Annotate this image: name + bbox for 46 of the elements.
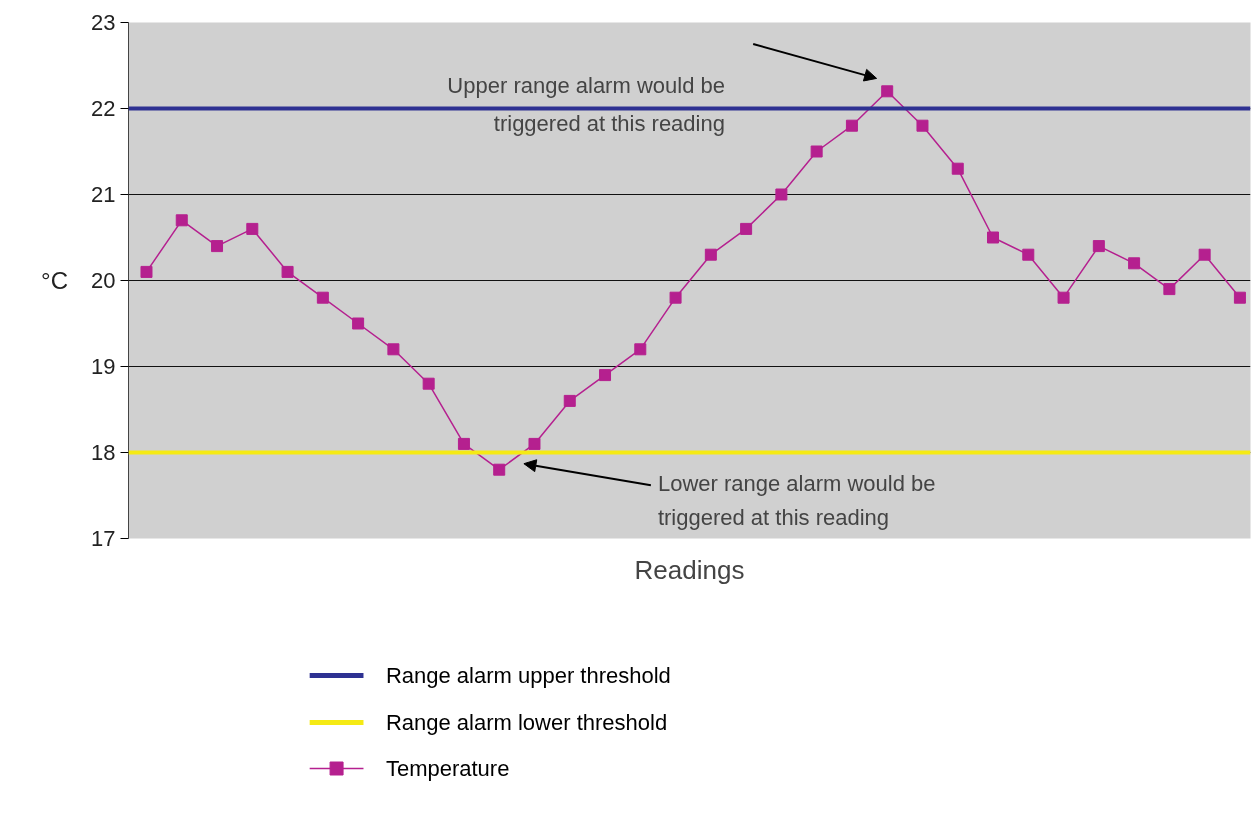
- annotation: Lower range alarm would be triggered at this reading: [657, 470, 936, 530]
- point: [175, 214, 188, 227]
- point: [1128, 257, 1141, 270]
- point: [387, 343, 400, 356]
- point: [493, 463, 506, 476]
- y-tick-label: 20: [91, 268, 116, 293]
- x-axis-title: Readings: [634, 554, 745, 585]
- point: [528, 437, 541, 450]
- point: [1163, 283, 1176, 296]
- point: [1233, 291, 1246, 304]
- point: [810, 145, 823, 158]
- y-axis-title: °C: [41, 267, 69, 294]
- annotation: Upper range alarm would be triggered at this reading: [447, 73, 725, 137]
- point: [1092, 240, 1105, 253]
- y-tick-label: 23: [91, 10, 116, 35]
- legend-label: Range alarm lower threshold: [385, 710, 668, 735]
- point: [634, 343, 647, 356]
- point: [422, 377, 435, 390]
- legend-label: Range alarm upper threshold: [385, 663, 671, 688]
- legend-label: Temperature: [385, 756, 510, 781]
- point: [669, 291, 682, 304]
- point: [211, 240, 224, 253]
- point: [1057, 291, 1070, 304]
- point: [563, 394, 576, 407]
- point: [599, 369, 612, 382]
- y-tick-label: 22: [91, 96, 116, 121]
- point: [916, 119, 929, 132]
- y-tick-label: 19: [91, 354, 116, 379]
- y-tick-label: 17: [91, 526, 116, 551]
- point: [1198, 248, 1211, 261]
- point: [987, 231, 1000, 244]
- point: [281, 265, 294, 278]
- point: [352, 317, 365, 330]
- point: [775, 188, 788, 201]
- point: [845, 119, 858, 132]
- y-tick-label: 18: [91, 440, 116, 465]
- point: [951, 162, 964, 175]
- point: [316, 291, 329, 304]
- point: [881, 85, 894, 98]
- point: [1022, 248, 1035, 261]
- point: [704, 248, 717, 261]
- point: [140, 265, 153, 278]
- point: [740, 222, 753, 235]
- point: [246, 222, 259, 235]
- y-tick-label: 21: [91, 182, 116, 207]
- point: [457, 437, 470, 450]
